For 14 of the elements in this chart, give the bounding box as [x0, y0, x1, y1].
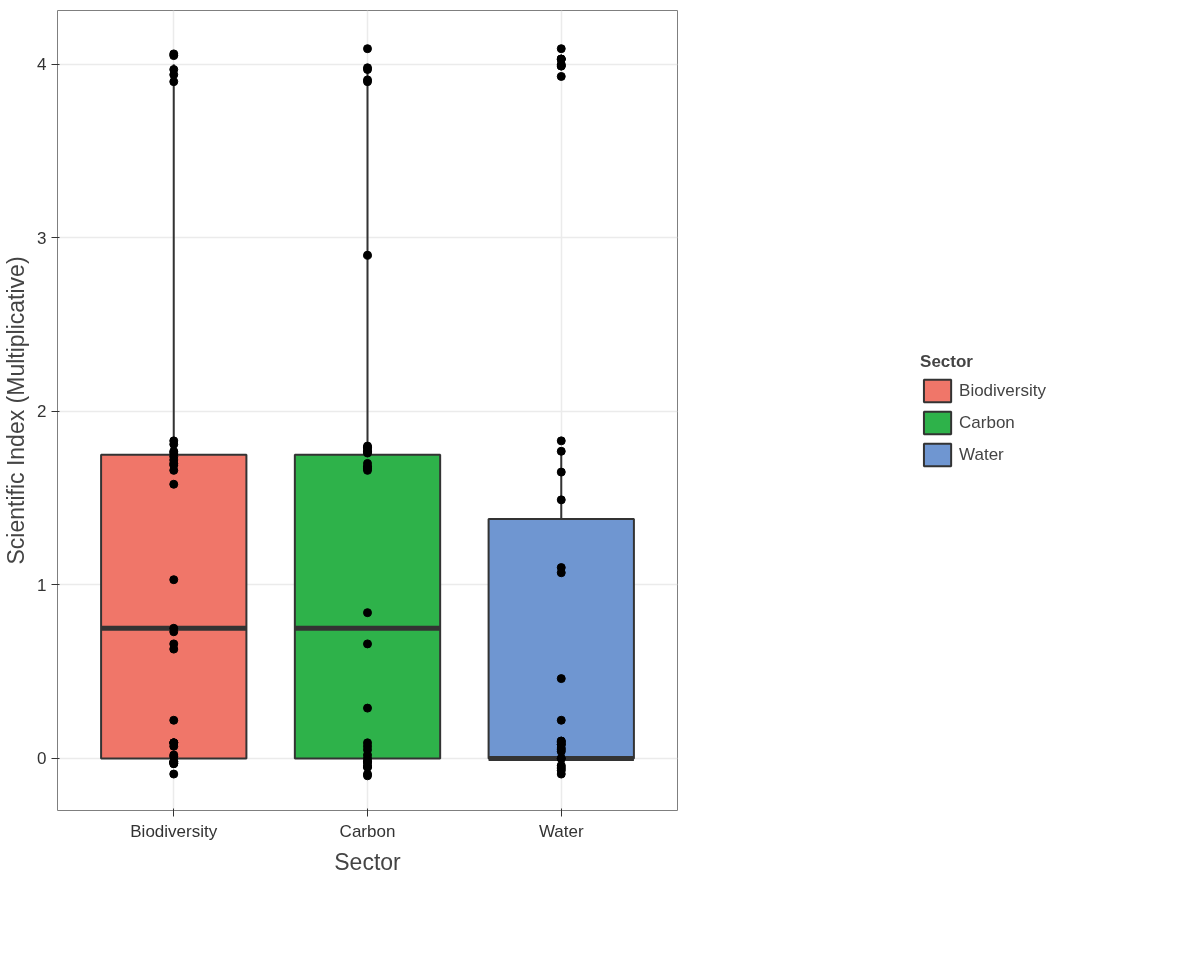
- legend-label: Biodiversity: [959, 380, 1046, 401]
- legend-label: Carbon: [959, 412, 1015, 433]
- x-tick-label: Carbon: [339, 821, 396, 841]
- y-tick-label: 3: [37, 228, 47, 248]
- x-tick-label: Water: [538, 821, 584, 841]
- y-tick-label: 2: [37, 402, 47, 422]
- y-tick-label: 4: [37, 55, 47, 75]
- x-tick-label: Biodiversity: [130, 821, 218, 841]
- y-tick-label: 0: [37, 749, 47, 769]
- legend-label: Water: [959, 444, 1004, 465]
- y-tick-label: 1: [37, 575, 47, 595]
- x-axis-title: Sector: [334, 848, 402, 875]
- legend-title: Sector: [920, 351, 974, 372]
- y-axis-title: Scientific Index (Multiplicative): [3, 256, 30, 565]
